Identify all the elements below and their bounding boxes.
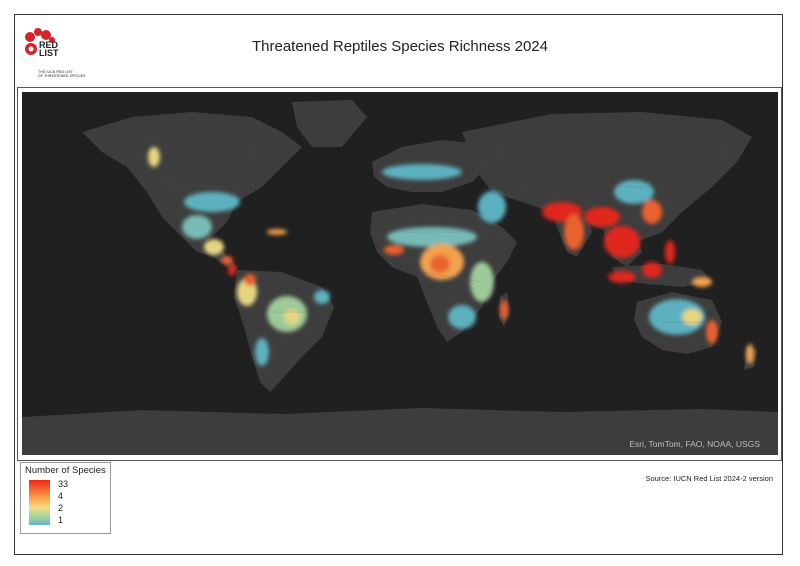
map-attribution: Esri, TomTom, FAO, NOAA, USGS [629,439,760,449]
iucn-red-list-logo: RED LIST [22,27,92,82]
svg-text:RED: RED [39,40,59,50]
legend-label-4: 4 [58,491,64,501]
indonesia [612,264,712,287]
world-map[interactable]: Esri, TomTom, FAO, NOAA, USGS [22,92,778,455]
logo-tagline: THE IUCN RED LIST OF THREATENED SPECIES [38,70,86,78]
country-borders [141,151,722,323]
legend-color-ramp [29,480,50,525]
north-america [82,112,302,257]
legend-label-1: 1 [58,515,64,525]
greenland [292,100,367,147]
legend: Number of Species 33 4 2 1 [20,462,111,534]
map-title: Threatened Reptiles Species Richness 202… [251,38,548,55]
source-note: Source: IUCN Red List 2024-2 version [645,474,773,483]
legend-label-2: 2 [58,503,64,513]
land-masses [22,100,778,455]
antarctica [22,408,778,455]
legend-title: Number of Species [25,465,106,476]
asia [462,112,752,242]
svg-text:LIST: LIST [39,48,59,58]
legend-label-max: 33 [58,479,69,489]
